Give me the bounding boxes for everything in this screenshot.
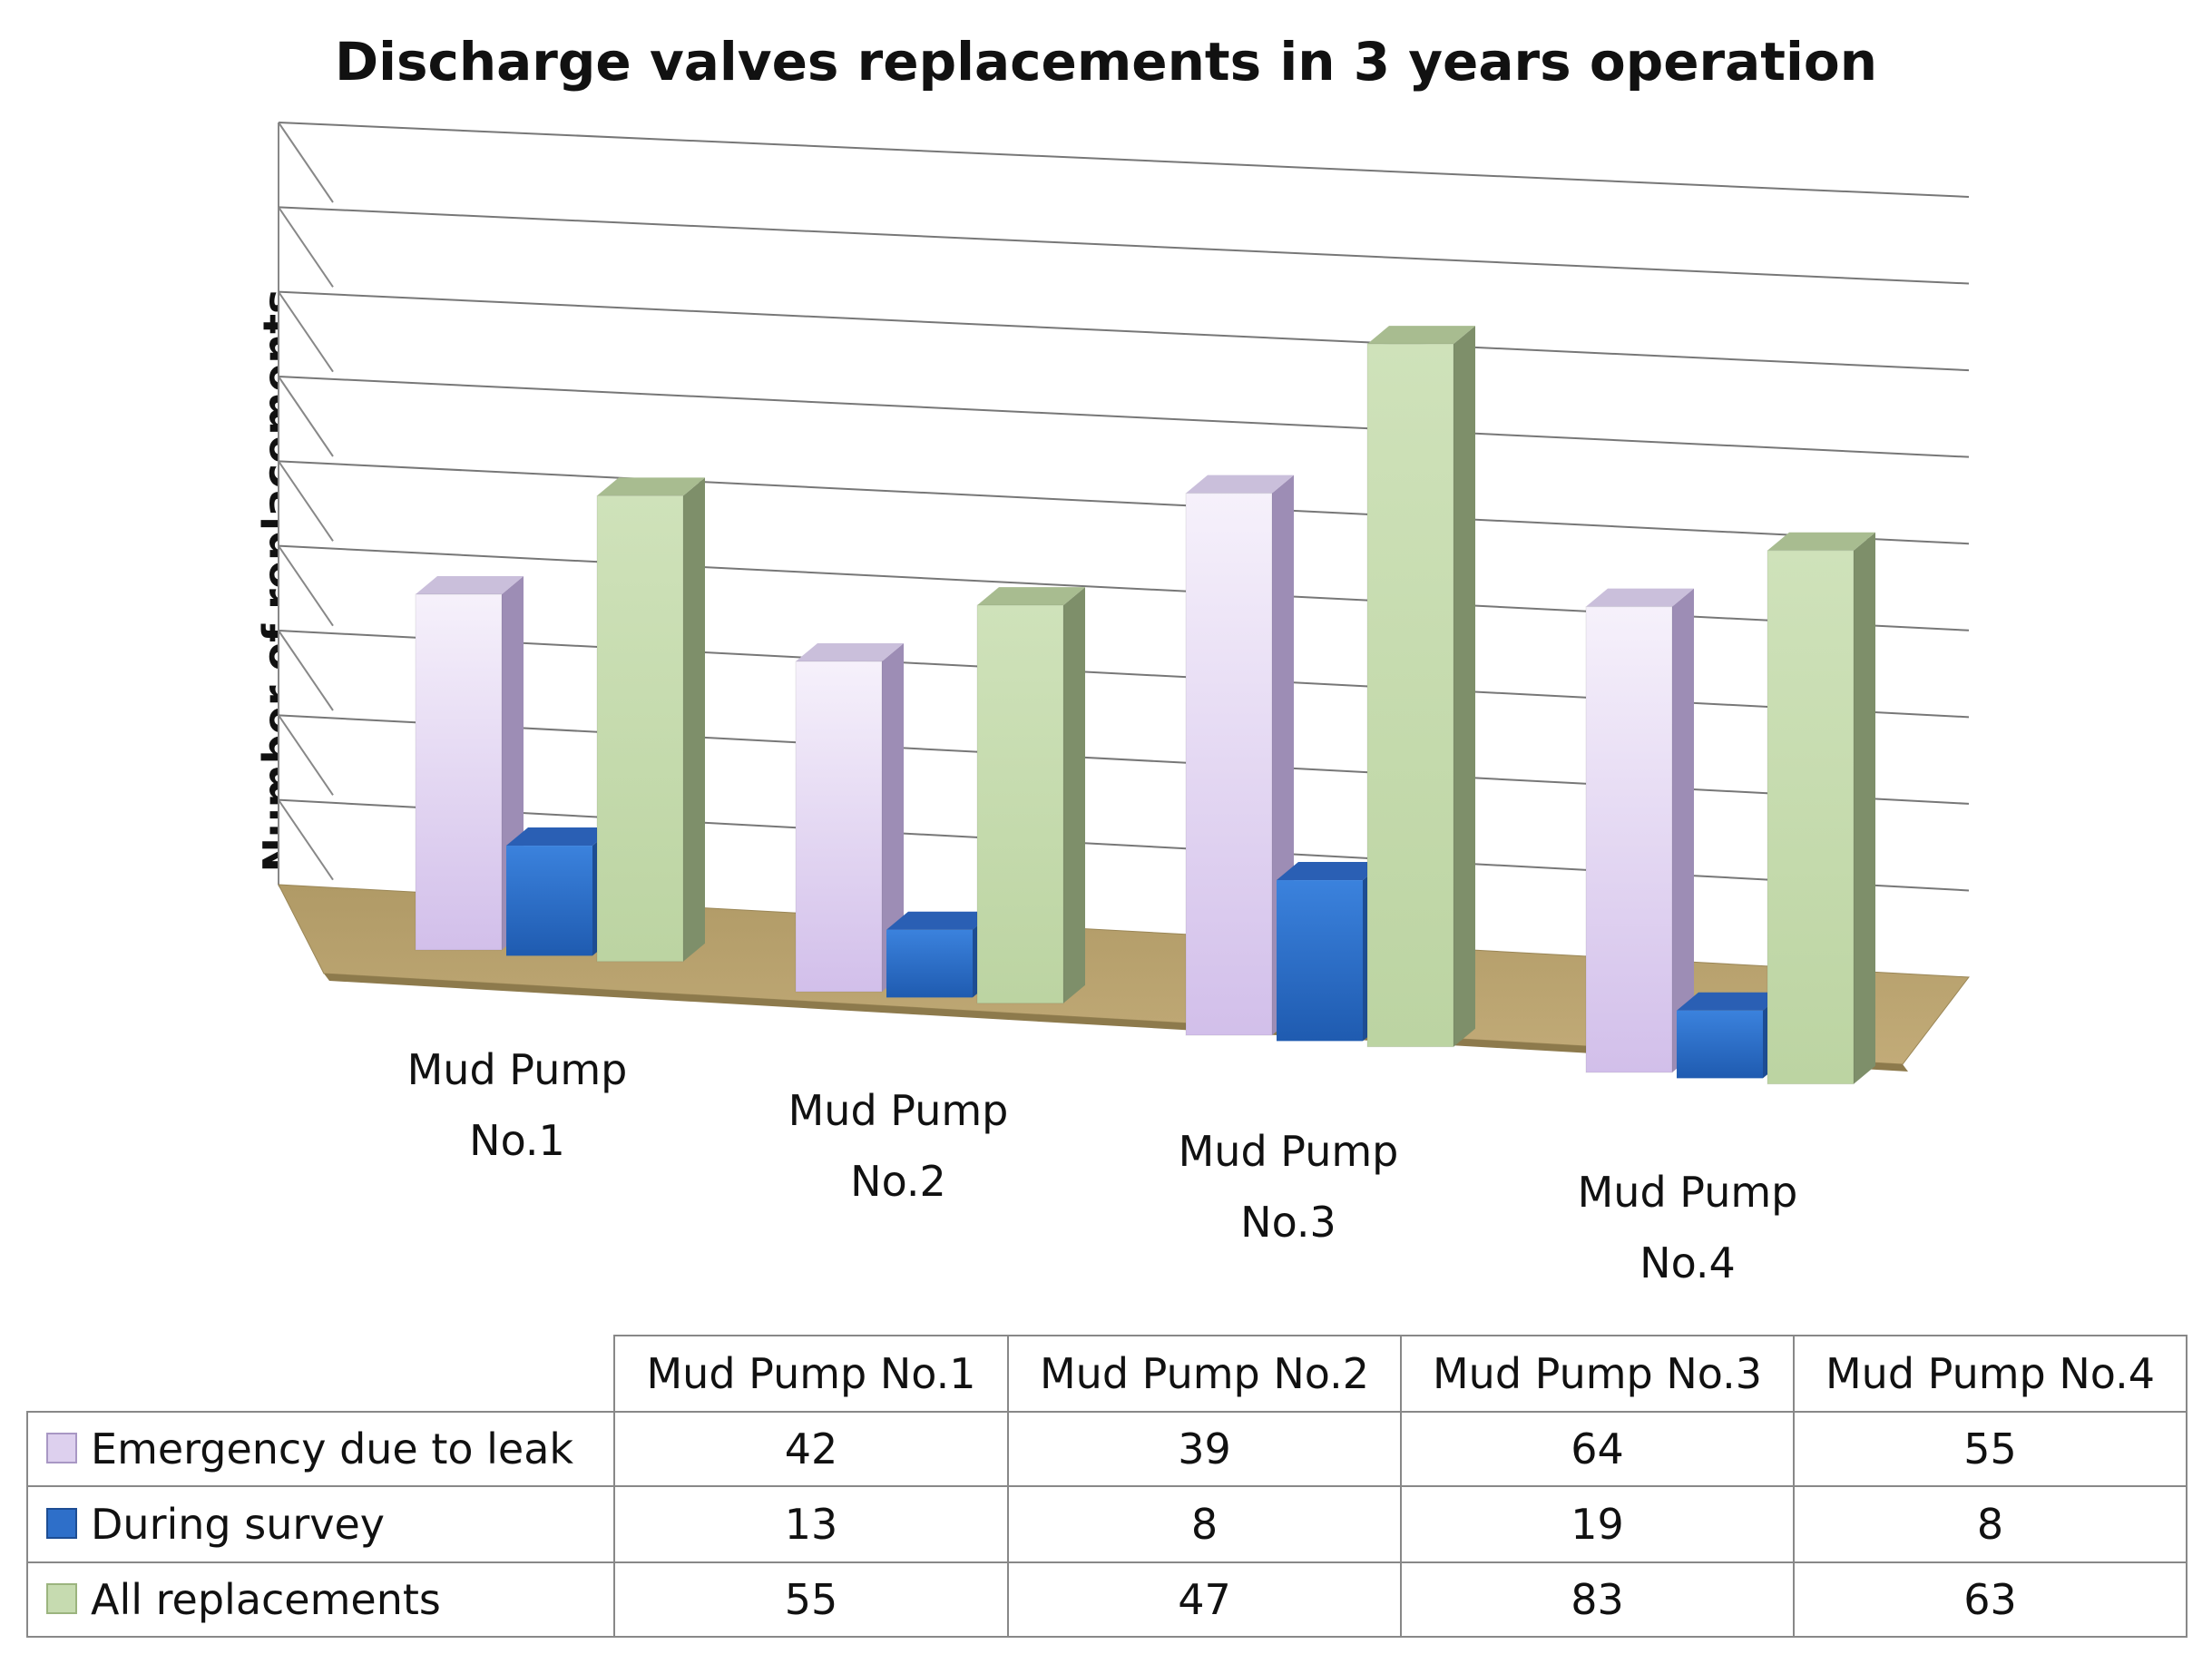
gridline xyxy=(278,122,1970,198)
bar-top xyxy=(597,477,705,496)
data-table: Mud Pump No.1 Mud Pump No.2 Mud Pump No.3 M… xyxy=(26,1335,2188,1638)
category-label-line: No.1 xyxy=(469,1116,565,1165)
bar-front xyxy=(1677,1010,1763,1079)
bar-front xyxy=(596,494,684,963)
table-header-cell: Mud Pump No.4 xyxy=(1825,1349,2155,1398)
table-value-cell: 39 xyxy=(1178,1424,1231,1473)
category-label-line: No.3 xyxy=(1240,1198,1336,1247)
bar-front xyxy=(1366,343,1454,1048)
table-value-cell: 13 xyxy=(785,1500,838,1549)
bar-top xyxy=(1677,992,1785,1011)
bar-front xyxy=(506,846,592,956)
table-value-cell: 8 xyxy=(1977,1500,2003,1549)
table-header-cell: Mud Pump No.1 xyxy=(646,1349,975,1398)
bar-top xyxy=(506,827,614,847)
bar-front xyxy=(976,604,1064,1004)
gridline-side xyxy=(278,799,334,881)
gridline-side xyxy=(278,291,334,373)
category-label: Mud Pump No.2 xyxy=(788,1086,1009,1206)
table-value-cell: 42 xyxy=(785,1424,838,1473)
gridline-side xyxy=(278,545,334,627)
category-label: Mud Pump No.4 xyxy=(1578,1168,1798,1287)
gridline xyxy=(278,460,1970,545)
table-value-cell: 19 xyxy=(1571,1500,1624,1549)
table-value-cell: 55 xyxy=(785,1575,838,1624)
bar-side xyxy=(1854,532,1875,1084)
table-value-cell: 8 xyxy=(1191,1500,1218,1549)
bar xyxy=(976,587,1085,1004)
gridline-side xyxy=(278,206,334,288)
bar xyxy=(1366,326,1475,1048)
table-value-cell: 47 xyxy=(1178,1575,1231,1624)
bar-front xyxy=(1185,493,1273,1036)
bar-front xyxy=(795,661,883,993)
gridline xyxy=(278,290,1970,372)
legend-label: All replacements xyxy=(91,1575,441,1624)
gridline-side xyxy=(278,714,334,796)
bar xyxy=(795,643,904,993)
table-value-cell: 64 xyxy=(1571,1424,1624,1473)
legend-label: During survey xyxy=(91,1500,385,1549)
chart-title: Discharge valves replacements in 3 years… xyxy=(335,31,1877,93)
bar xyxy=(1767,532,1875,1085)
legend-swatch xyxy=(46,1583,77,1614)
bar-side xyxy=(1063,587,1085,1003)
bar-front xyxy=(1277,880,1363,1042)
bar-side xyxy=(1453,326,1475,1047)
bar-front xyxy=(886,929,973,998)
bar-top xyxy=(886,911,994,930)
category-label-line: Mud Pump xyxy=(1179,1127,1399,1176)
gridline-side xyxy=(278,122,334,203)
bar xyxy=(1585,588,1694,1073)
bar xyxy=(596,477,705,963)
bar-front xyxy=(415,593,503,951)
category-label-line: No.2 xyxy=(850,1157,946,1206)
gridline xyxy=(278,206,1970,285)
bar-top xyxy=(796,643,904,662)
bars xyxy=(415,326,1875,1085)
floor-edge xyxy=(324,974,1908,1072)
table-value-cell: 83 xyxy=(1571,1575,1624,1624)
bar-front xyxy=(1767,550,1855,1085)
gridline xyxy=(278,376,1970,458)
legend-label: Emergency due to leak xyxy=(91,1424,573,1473)
table-header-cell: Mud Pump No.2 xyxy=(1040,1349,1369,1398)
bar-side xyxy=(1672,588,1694,1073)
category-label-line: Mud Pump xyxy=(1578,1168,1798,1217)
bar-top xyxy=(1767,532,1875,551)
gridline-side xyxy=(278,376,334,457)
legend-swatch xyxy=(46,1433,77,1463)
gridline-side xyxy=(278,630,334,711)
bar-top xyxy=(1367,326,1475,345)
bar-top xyxy=(1586,588,1694,607)
legend-swatch xyxy=(46,1508,77,1539)
bar-top xyxy=(416,576,524,595)
bar-top xyxy=(977,587,1085,606)
gridline-side xyxy=(278,460,334,542)
bar-top xyxy=(1186,475,1294,494)
bar-front xyxy=(1585,606,1673,1073)
category-label: Mud Pump No.1 xyxy=(407,1045,628,1165)
category-label-line: Mud Pump xyxy=(407,1045,628,1094)
table-value-cell: 55 xyxy=(1963,1424,2017,1473)
table-value-cell: 63 xyxy=(1963,1575,2017,1624)
bar-side xyxy=(882,643,904,993)
category-label-line: Mud Pump xyxy=(788,1086,1009,1135)
table-header-cell: Mud Pump No.3 xyxy=(1433,1349,1762,1398)
category-label-line: No.4 xyxy=(1639,1238,1736,1287)
bar-top xyxy=(1277,862,1385,881)
bar-side xyxy=(683,477,705,962)
category-label: Mud Pump No.3 xyxy=(1179,1127,1399,1247)
